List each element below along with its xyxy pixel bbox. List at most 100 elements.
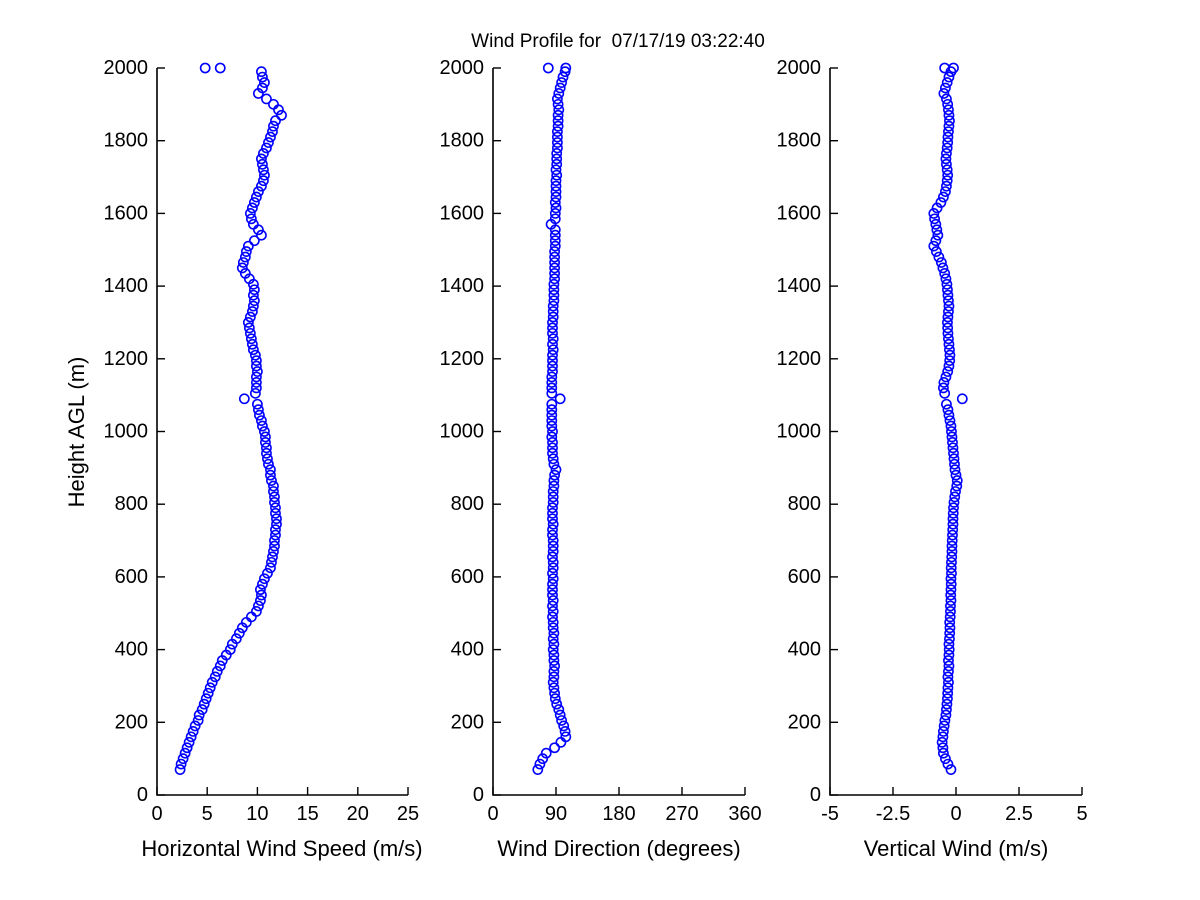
data-point	[233, 627, 245, 639]
data-point	[547, 491, 559, 503]
y-tick-label: 2000	[104, 57, 149, 79]
data-point	[276, 109, 287, 121]
data-point	[943, 120, 955, 132]
data-point	[942, 137, 954, 148]
data-point	[945, 584, 957, 596]
x-tick-label: 0	[487, 803, 498, 825]
data-point	[938, 377, 950, 388]
data-point	[270, 115, 281, 127]
data-point	[549, 235, 561, 247]
data-point	[942, 169, 954, 181]
data-point	[237, 257, 249, 268]
data-point	[250, 377, 262, 388]
data-point	[936, 736, 948, 748]
data-point	[556, 715, 567, 726]
data-point	[558, 720, 570, 732]
data-point	[270, 524, 281, 536]
data-point	[246, 306, 258, 317]
data-point	[546, 431, 558, 443]
data-point	[547, 344, 559, 356]
data-point	[547, 513, 558, 525]
data-point	[942, 693, 953, 705]
data-point	[942, 317, 953, 328]
data-point	[942, 682, 954, 694]
data-point	[270, 529, 281, 541]
y-tick-label: 1200	[104, 348, 149, 370]
data-point	[941, 175, 953, 187]
data-point	[547, 453, 559, 465]
data-point	[175, 758, 187, 770]
data-point	[204, 682, 216, 694]
data-point	[268, 98, 279, 110]
data-point	[547, 333, 559, 345]
data-point	[181, 742, 193, 754]
y-tick-label: 0	[137, 784, 148, 806]
data-point	[256, 229, 267, 241]
data-point	[547, 366, 558, 377]
data-point	[547, 676, 559, 688]
data-point	[546, 382, 558, 394]
data-point	[249, 387, 261, 399]
data-point	[947, 507, 959, 519]
data-point	[548, 627, 560, 639]
data-point	[549, 742, 560, 754]
data-point	[937, 742, 949, 754]
data-point	[547, 567, 558, 579]
data-point	[547, 502, 558, 514]
data-point	[947, 513, 959, 525]
data-point	[949, 491, 961, 503]
data-point	[547, 616, 559, 628]
data-point	[943, 360, 955, 372]
data-point	[551, 698, 563, 710]
data-point	[943, 338, 955, 350]
data-point	[547, 529, 558, 541]
data-point	[547, 524, 558, 536]
data-point	[552, 120, 564, 132]
data-point	[943, 295, 954, 307]
data-point	[265, 131, 276, 143]
y-tick-label: 1400	[440, 275, 485, 297]
data-point	[547, 540, 559, 552]
data-point	[549, 251, 560, 263]
data-point	[183, 736, 195, 748]
data-point	[552, 98, 564, 110]
data-point	[240, 246, 252, 257]
data-point	[253, 404, 264, 416]
data-point	[548, 289, 560, 301]
data-point	[547, 556, 559, 568]
data-point	[546, 415, 558, 426]
data-point	[935, 257, 947, 268]
data-point	[246, 202, 258, 214]
data-point	[550, 164, 562, 176]
data-point	[941, 148, 952, 159]
data-point	[548, 480, 560, 492]
data-point	[260, 437, 271, 448]
data-point	[947, 518, 959, 530]
data-point	[257, 82, 268, 94]
data-point	[261, 93, 272, 105]
data-point	[547, 437, 558, 448]
data-point	[943, 71, 955, 83]
data-point	[948, 447, 959, 459]
data-point	[937, 262, 949, 274]
data-point	[257, 71, 268, 83]
x-tick-label: 270	[665, 803, 698, 825]
x-tick-label: 0	[950, 803, 961, 825]
data-point	[945, 589, 957, 601]
data-point	[547, 317, 558, 328]
data-point	[270, 502, 281, 514]
y-tick-label: 600	[788, 566, 821, 588]
data-point	[239, 267, 251, 279]
data-point	[951, 480, 963, 492]
data-point	[942, 404, 954, 416]
data-point	[239, 251, 251, 263]
data-point	[177, 753, 189, 765]
y-tick-label: 1800	[440, 130, 485, 152]
data-point	[540, 747, 552, 759]
data-point	[946, 567, 957, 579]
data-point	[548, 682, 560, 694]
data-point	[941, 164, 953, 176]
data-point	[554, 82, 566, 94]
